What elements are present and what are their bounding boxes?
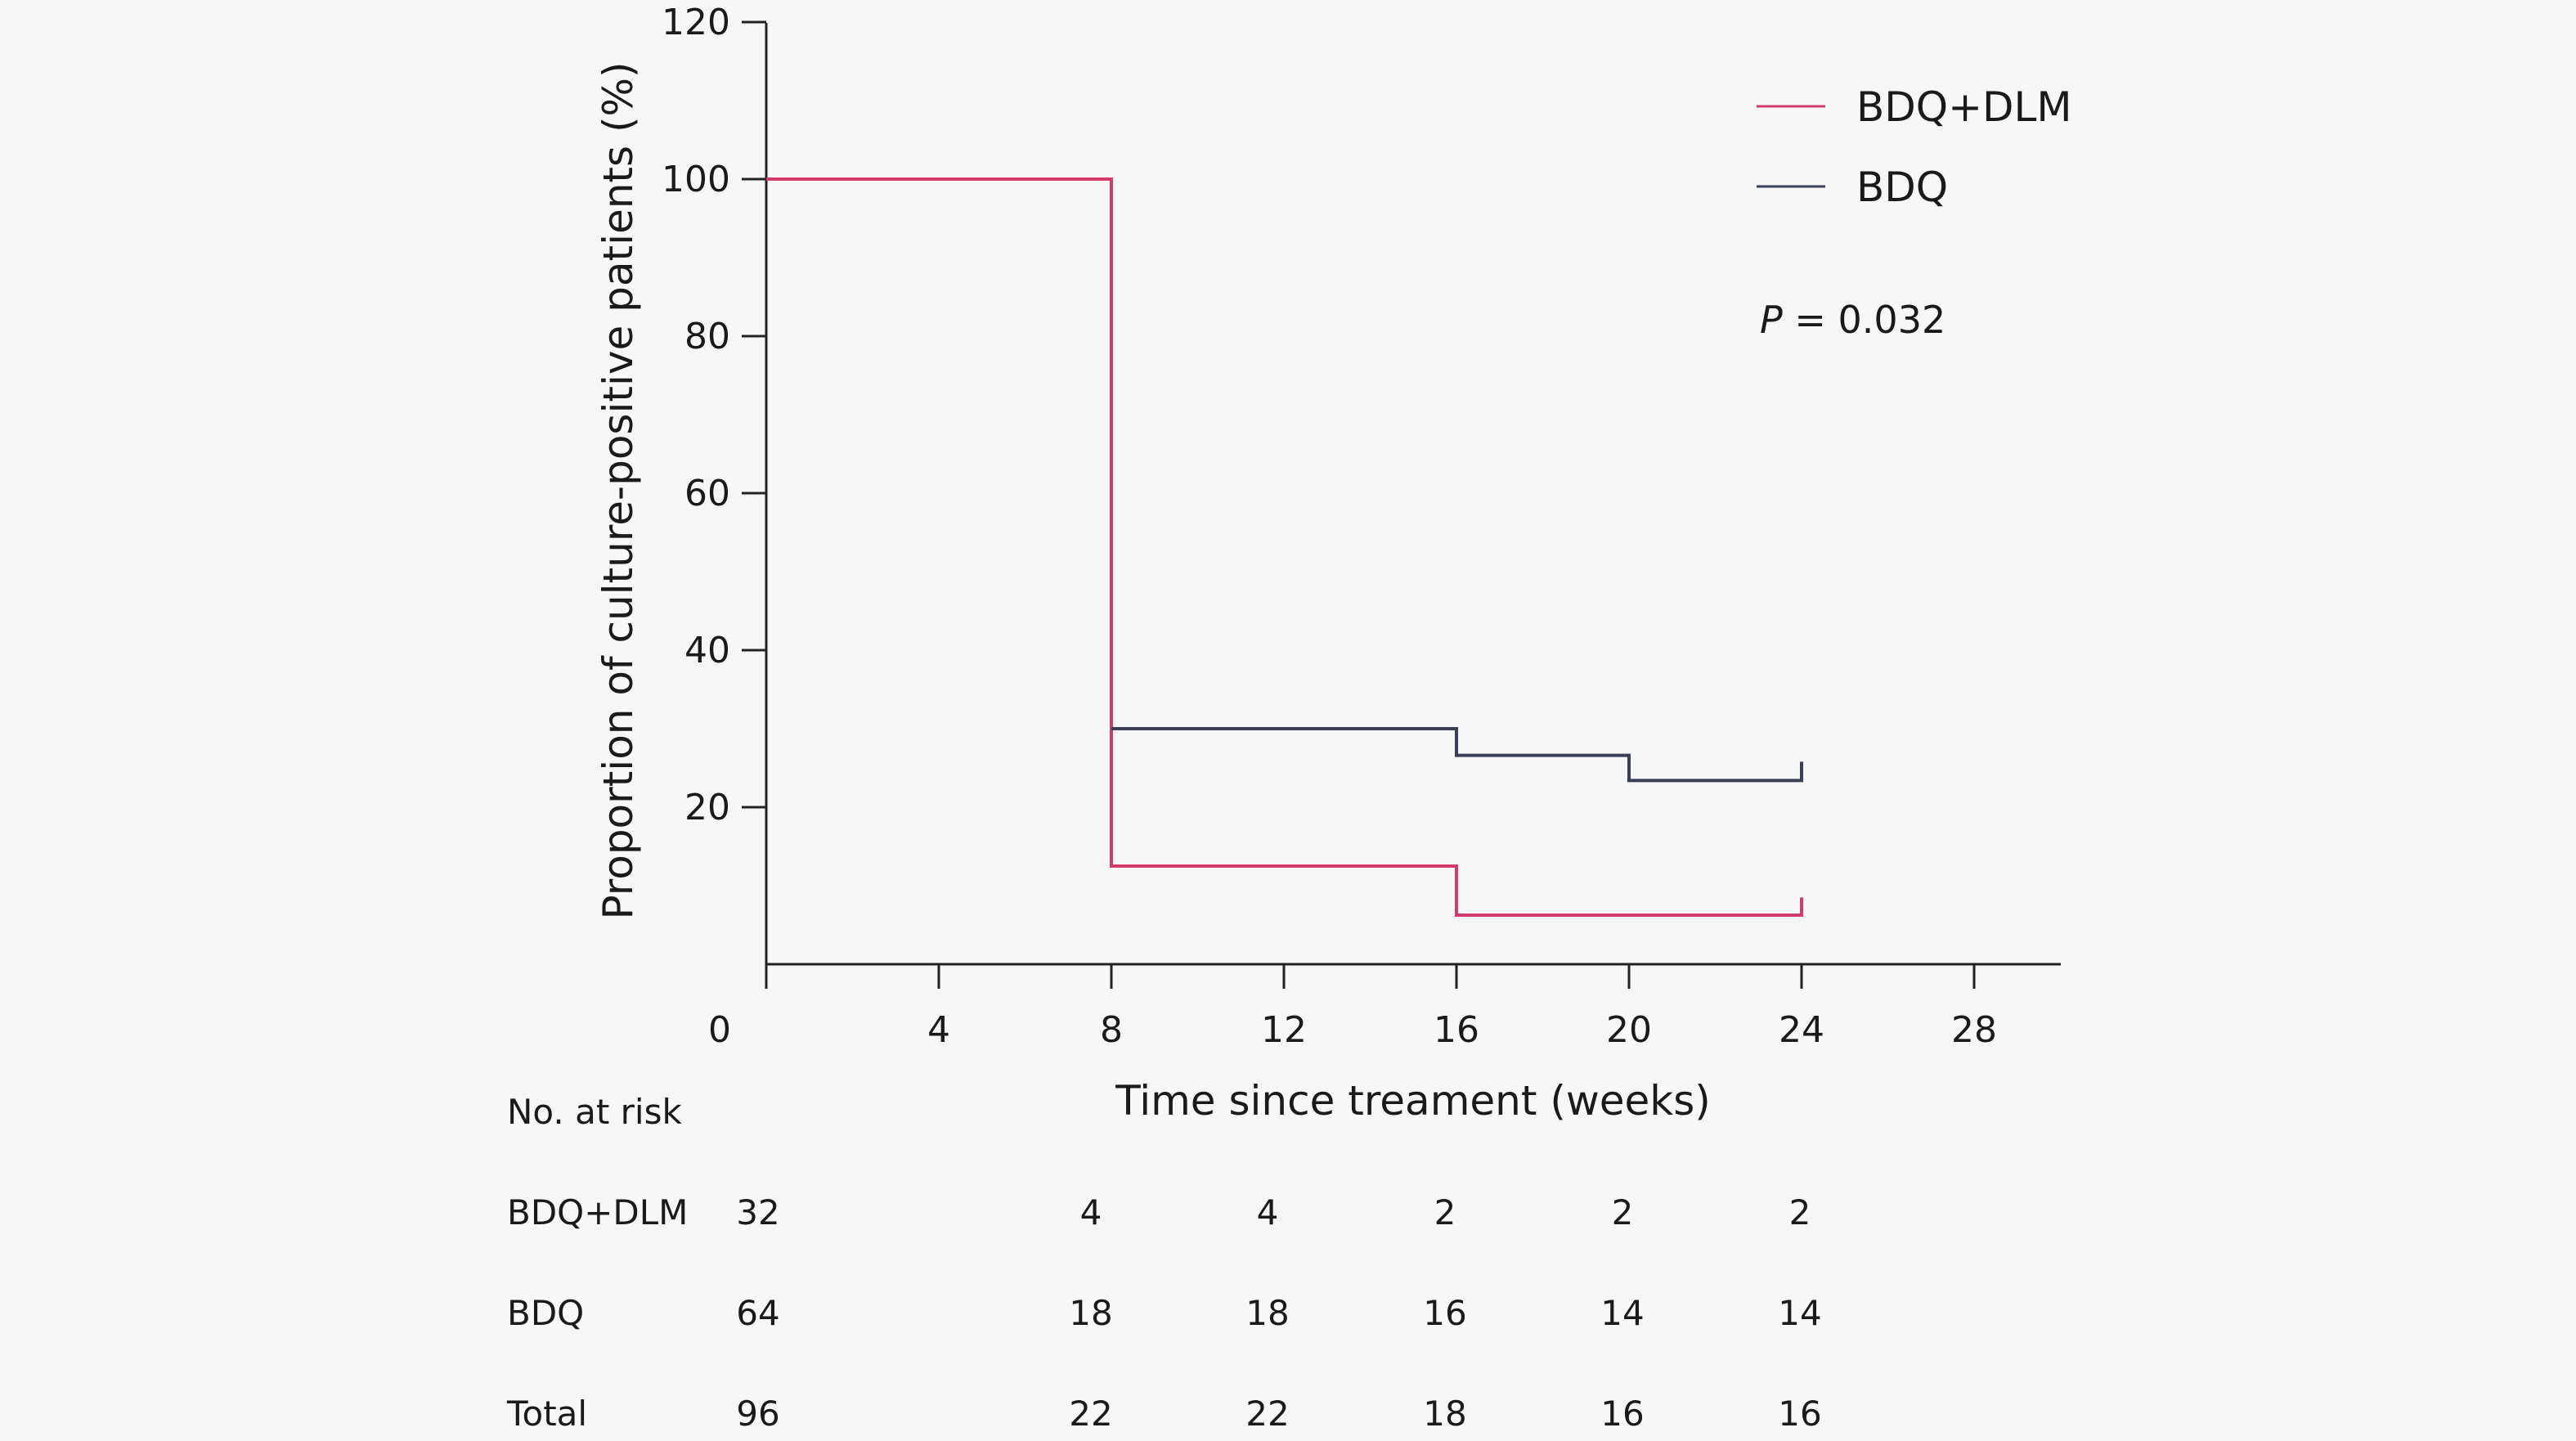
x-tick-label: 28 <box>1951 1009 1997 1051</box>
risk-cell: 18 <box>1069 1293 1112 1333</box>
x-tick-label: 16 <box>1434 1009 1479 1051</box>
risk-row-label: BDQ <box>507 1293 584 1333</box>
p-value-annotation: P = 0.032 <box>1760 298 1945 342</box>
y-tick-label: 40 <box>684 630 730 671</box>
legend-label: BDQ <box>1856 164 1948 211</box>
risk-cell: 18 <box>1423 1394 1466 1434</box>
y-ticks: 20 40 60 80 100 120 <box>662 2 766 828</box>
risk-cell: 96 <box>736 1394 779 1434</box>
y-tick-label: 60 <box>684 473 730 514</box>
risk-cell: 64 <box>736 1293 779 1333</box>
risk-cell: 4 <box>1080 1192 1102 1232</box>
risk-cell: 4 <box>1257 1192 1279 1232</box>
risk-cell: 16 <box>1423 1293 1466 1333</box>
risk-cell: 2 <box>1612 1192 1634 1232</box>
risk-cell: 14 <box>1778 1293 1821 1333</box>
x-tick-label: 12 <box>1261 1009 1307 1051</box>
risk-cell: 16 <box>1600 1394 1644 1434</box>
risk-row-label: Total <box>506 1394 587 1434</box>
x-tick-label: 0 <box>708 1009 731 1051</box>
legend-label: BDQ+DLM <box>1856 83 2072 131</box>
y-tick-label: 20 <box>684 787 730 828</box>
risk-cell: 16 <box>1778 1394 1821 1434</box>
risk-cell: 22 <box>1069 1394 1112 1434</box>
risk-cell: 2 <box>1434 1192 1456 1232</box>
risk-cell: 18 <box>1245 1293 1289 1333</box>
x-tick-label: 20 <box>1606 1009 1652 1051</box>
series-line-bdq <box>1111 727 1803 783</box>
x-ticks: 0 4 8 12 16 20 24 28 <box>708 964 1997 1051</box>
y-tick-label: 100 <box>662 159 730 200</box>
y-tick-label: 120 <box>662 2 730 43</box>
series-line-bdq-dlm <box>766 177 1803 917</box>
risk-cell: 32 <box>736 1192 779 1232</box>
risk-cell: 14 <box>1600 1293 1644 1333</box>
risk-cell: 2 <box>1789 1192 1811 1232</box>
p-value-text: = 0.032 <box>1783 298 1945 342</box>
x-axis-title: Time since treament (weeks) <box>1115 1077 1711 1125</box>
x-tick-label: 24 <box>1779 1009 1824 1051</box>
risk-cell: 22 <box>1245 1394 1289 1434</box>
p-value-symbol: P <box>1760 298 1783 342</box>
series-layer <box>766 177 1803 917</box>
y-axis-title: Proportion of culture-positive patients … <box>595 62 642 920</box>
risk-row-label: BDQ+DLM <box>507 1192 688 1232</box>
legend: BDQ+DLM BDQ <box>1757 83 2072 211</box>
y-tick-label: 80 <box>684 316 730 357</box>
x-tick-label: 4 <box>927 1009 950 1051</box>
risk-table-title: No. at risk <box>507 1092 682 1132</box>
x-tick-label: 8 <box>1100 1009 1123 1051</box>
